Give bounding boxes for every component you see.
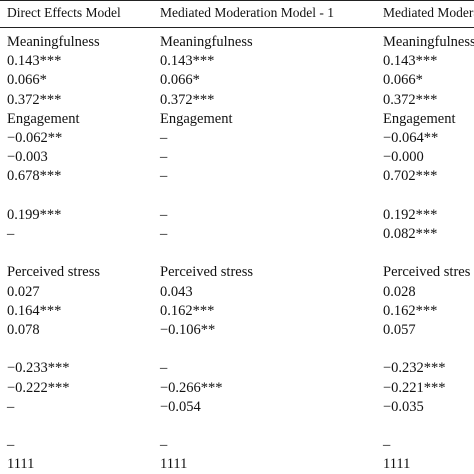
- table-cell: Meaningfulness: [383, 34, 474, 50]
- table-cell: 0.372***: [383, 91, 438, 108]
- table-cell: Engagement: [160, 110, 233, 127]
- table-cell: −0.233***: [7, 360, 70, 377]
- table-cell: 0.164***: [7, 302, 62, 319]
- table-cell: 1111: [383, 456, 411, 473]
- table-cell: −0.000: [383, 149, 424, 166]
- table-cell: 0.162***: [160, 302, 215, 319]
- column-header: Mediated Moderation Model - 1: [160, 5, 334, 20]
- table-cell: −0.106**: [160, 322, 216, 338]
- table-cell: −0.222***: [7, 379, 70, 396]
- table-cell: 0.078: [7, 322, 40, 338]
- table-cell: 0.702***: [383, 168, 438, 185]
- table-cell: 0.066*: [7, 72, 47, 89]
- table-cell: 1111: [160, 456, 188, 473]
- table-cell: 0.192***: [383, 206, 438, 223]
- table-cell: −0.062**: [7, 130, 63, 146]
- table-cell: −0.232***: [383, 360, 446, 377]
- table-cell: −0.003: [7, 149, 48, 166]
- column-header: Direct Effects Model: [7, 5, 121, 20]
- table-cell: –: [7, 437, 15, 454]
- table-cell: Perceived stress: [160, 264, 254, 281]
- table-cell: Engagement: [7, 110, 80, 127]
- table-cell: 0.372***: [7, 91, 62, 108]
- table-cell: −0.266***: [160, 379, 223, 396]
- table-cell: 0.199***: [7, 206, 62, 223]
- table-cell: Meaningfulness: [7, 34, 100, 50]
- table-cell: 0.162***: [383, 302, 438, 319]
- table-cell: 0.028: [383, 283, 416, 300]
- table-cell: 0.082***: [383, 226, 438, 242]
- header-rule: [0, 27, 474, 28]
- table-cell: –: [160, 437, 168, 454]
- table-cell: −0.064**: [383, 130, 439, 146]
- table-cell: Perceived stres: [383, 264, 471, 281]
- table-cell: –: [160, 360, 168, 377]
- table-cell: 0.143***: [7, 53, 62, 70]
- table-cell: 0.027: [7, 283, 40, 300]
- column-header: Mediated Modera: [383, 5, 474, 20]
- table-cell: 0.057: [383, 322, 416, 338]
- table-cell: 0.043: [160, 283, 193, 300]
- table-cell: –: [7, 398, 15, 415]
- top-rule: [0, 0, 474, 1]
- table-cell: –: [160, 130, 168, 146]
- table-cell: −0.054: [160, 398, 201, 415]
- table-cell: –: [160, 149, 168, 166]
- table-cell: –: [383, 437, 391, 454]
- table-cell: −0.221***: [383, 379, 446, 396]
- table-cell: Perceived stress: [7, 264, 101, 281]
- table-cell: −0.035: [383, 398, 424, 415]
- table-cell: 0.143***: [160, 53, 215, 70]
- table-cell: 0.066*: [383, 72, 423, 89]
- table-cell: –: [7, 226, 15, 242]
- table-cell: 0.678***: [7, 168, 62, 185]
- table-cell: 0.066*: [160, 72, 200, 89]
- table-cell: –: [160, 226, 168, 242]
- table-cell: 0.372***: [160, 91, 215, 108]
- table-cell: –: [160, 168, 168, 185]
- table-cell: –: [160, 206, 168, 223]
- table-cell: Engagement: [383, 110, 456, 127]
- table-cell: Meaningfulness: [160, 34, 253, 50]
- table-cell: 1111: [7, 456, 35, 473]
- table-cell: 0.143***: [383, 53, 438, 70]
